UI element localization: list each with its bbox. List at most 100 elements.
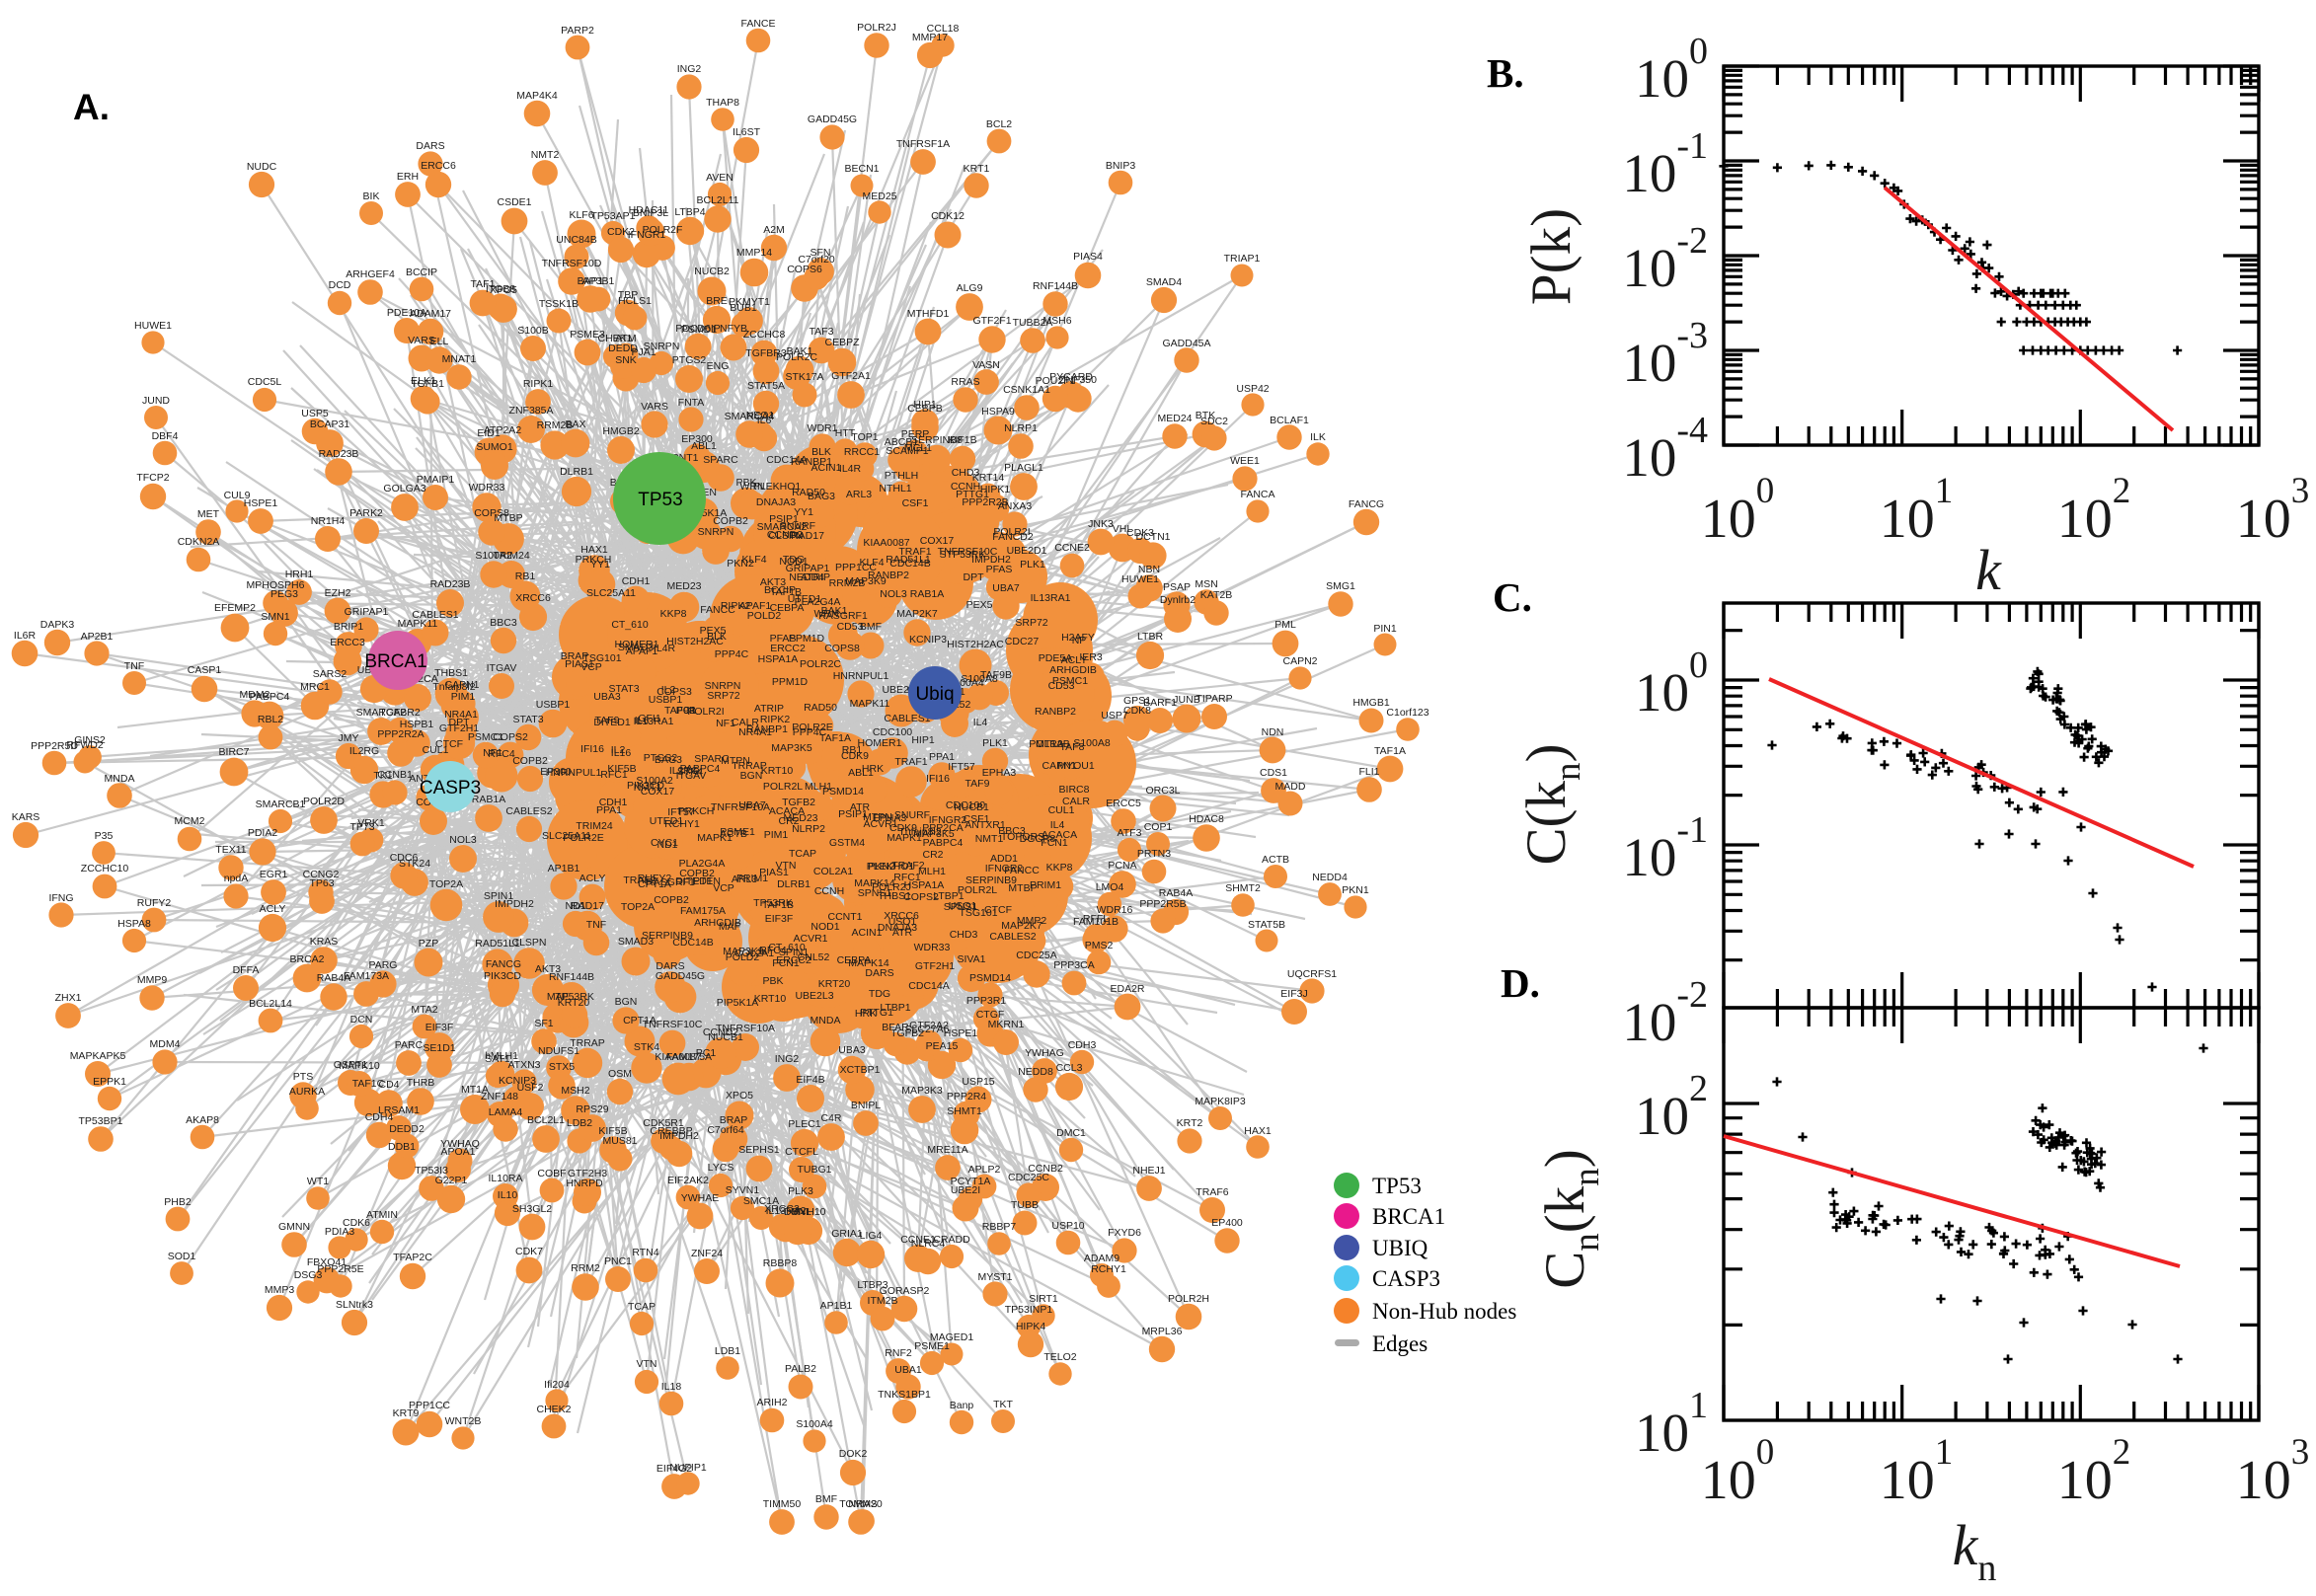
svg-text:LDB2: LDB2 — [567, 1117, 592, 1129]
svg-text:TCAP: TCAP — [789, 848, 816, 860]
svg-text:AP1B1: AP1B1 — [820, 1300, 853, 1312]
svg-text:THBS1: THBS1 — [878, 890, 911, 902]
svg-text:NOL3: NOL3 — [880, 588, 907, 600]
svg-text:IL10RA: IL10RA — [488, 1173, 522, 1184]
svg-text:TOP2A: TOP2A — [429, 878, 463, 890]
svg-text:AP2B1: AP2B1 — [81, 631, 114, 643]
svg-text:ATF3: ATF3 — [1118, 827, 1142, 839]
svg-text:CUL1: CUL1 — [423, 744, 449, 756]
svg-text:Edges: Edges — [1372, 1331, 1428, 1356]
svg-text:PTTG1: PTTG1 — [956, 489, 989, 500]
svg-text:CAPN2: CAPN2 — [1282, 655, 1317, 667]
svg-text:SRP72: SRP72 — [1015, 617, 1047, 629]
svg-text:RRCC1: RRCC1 — [844, 446, 880, 458]
svg-text:FANCE: FANCE — [740, 18, 775, 30]
svg-text:PKN1: PKN1 — [1342, 884, 1369, 896]
svg-text:MAPK1: MAPK1 — [697, 832, 733, 844]
svg-text:TRAF1: TRAF1 — [894, 756, 927, 768]
svg-text:MTA2: MTA2 — [411, 1004, 437, 1016]
svg-text:ACLY: ACLY — [1061, 654, 1088, 666]
svg-text:WDR1: WDR1 — [808, 422, 838, 434]
svg-text:TAF9: TAF9 — [965, 778, 990, 790]
svg-text:PTGS2: PTGS2 — [672, 354, 707, 366]
svg-text:ACLY: ACLY — [579, 873, 606, 884]
svg-text:PEA15: PEA15 — [926, 1040, 959, 1052]
svg-text:UBA7: UBA7 — [738, 799, 766, 811]
svg-text:KRT2: KRT2 — [1177, 1117, 1203, 1129]
svg-text:HNRNPUL1: HNRNPUL1 — [833, 670, 889, 682]
svg-text:USO1: USO1 — [949, 900, 977, 912]
svg-text:ZHX1: ZHX1 — [55, 992, 82, 1004]
svg-text:SMAD4: SMAD4 — [1146, 276, 1182, 288]
svg-text:TP53: TP53 — [638, 490, 682, 510]
svg-text:ND1: ND1 — [565, 900, 585, 912]
svg-text:RAB1A: RAB1A — [910, 588, 944, 600]
svg-text:MAPK8IP3: MAPK8IP3 — [1195, 1096, 1246, 1107]
svg-text:ATXN3: ATXN3 — [507, 1059, 540, 1071]
svg-text:SHMT2: SHMT2 — [1225, 882, 1261, 894]
svg-text:C4R: C4R — [820, 1112, 841, 1124]
svg-text:PARC: PARC — [395, 1039, 424, 1051]
svg-text:HSPA1A: HSPA1A — [758, 653, 799, 665]
svg-text:STAT5B: STAT5B — [1248, 919, 1285, 931]
svg-text:NUDC: NUDC — [247, 161, 277, 173]
svg-text:TSSK1B: TSSK1B — [539, 298, 579, 310]
svg-text:VASN: VASN — [972, 359, 1000, 371]
svg-text:POLR2L: POLR2L — [958, 884, 997, 896]
svg-text:MAP4K4: MAP4K4 — [516, 90, 558, 102]
svg-text:PIN1: PIN1 — [1373, 623, 1397, 635]
svg-text:MKRN1: MKRN1 — [988, 1019, 1025, 1030]
svg-text:DCD: DCD — [329, 279, 351, 291]
svg-text:KAT2B: KAT2B — [1200, 589, 1232, 601]
svg-text:UBIQ: UBIQ — [1372, 1236, 1428, 1260]
svg-text:PIAS4: PIAS4 — [1073, 251, 1103, 263]
svg-text:BCCIP: BCCIP — [406, 266, 437, 278]
svg-text:MRC1: MRC1 — [300, 681, 330, 693]
svg-text:EID1: EID1 — [477, 427, 501, 439]
svg-text:RNF144B: RNF144B — [1033, 280, 1078, 292]
svg-text:BRIP1: BRIP1 — [334, 621, 364, 633]
svg-text:TNFRSF10D: TNFRSF10D — [542, 258, 602, 269]
svg-text:CHD3: CHD3 — [950, 929, 978, 941]
svg-text:COP1: COP1 — [1144, 821, 1173, 833]
svg-text:YWHAG: YWHAG — [1025, 1047, 1064, 1059]
svg-text:DBNL: DBNL — [784, 1206, 811, 1218]
svg-text:SH3GL2: SH3GL2 — [512, 1203, 552, 1215]
svg-text:MRE11A: MRE11A — [927, 1144, 967, 1156]
svg-text:PSMC1: PSMC1 — [1052, 675, 1088, 687]
svg-text:HDAC11: HDAC11 — [629, 204, 669, 216]
svg-text:CTCF: CTCF — [984, 904, 1012, 916]
svg-text:XRCC6: XRCC6 — [884, 910, 919, 922]
svg-text:POLR2H: POLR2H — [1168, 1293, 1209, 1305]
svg-text:BAK1: BAK1 — [787, 345, 813, 357]
svg-text:CEBPA: CEBPA — [837, 954, 872, 966]
svg-text:DCTN1: DCTN1 — [1135, 531, 1170, 543]
svg-text:RRM2: RRM2 — [571, 1262, 600, 1274]
svg-text:PDIA2: PDIA2 — [248, 827, 278, 839]
svg-text:UBE2L3: UBE2L3 — [795, 990, 833, 1002]
svg-text:TAF9: TAF9 — [595, 715, 620, 726]
svg-text:FANCG: FANCG — [486, 958, 521, 970]
svg-text:PSIP1: PSIP1 — [838, 808, 868, 820]
svg-text:KIF5B: KIF5B — [607, 763, 636, 775]
svg-text:POLR2D: POLR2D — [303, 796, 345, 807]
svg-text:FANCA: FANCA — [1240, 489, 1274, 500]
svg-text:TNFRSF10C: TNFRSF10C — [938, 546, 998, 558]
svg-text:MDM4: MDM4 — [150, 1038, 181, 1050]
svg-text:VTN: VTN — [637, 1358, 657, 1370]
svg-text:MPHOSPH6: MPHOSPH6 — [247, 579, 305, 591]
svg-text:RTN4: RTN4 — [632, 1247, 658, 1258]
svg-text:BAP1: BAP1 — [578, 275, 604, 287]
svg-text:PZP: PZP — [419, 938, 438, 950]
svg-text:UBA7: UBA7 — [992, 582, 1020, 594]
svg-text:TOPORS: TOPORS — [1001, 831, 1044, 843]
svg-text:PKN2: PKN2 — [727, 558, 754, 570]
svg-text:PTHLH: PTHLH — [885, 470, 918, 482]
svg-text:TEX11: TEX11 — [215, 844, 246, 856]
svg-text:GRIPAP1: GRIPAP1 — [786, 563, 830, 574]
svg-text:GRIPAP1: GRIPAP1 — [345, 606, 389, 618]
svg-text:SARS2: SARS2 — [313, 668, 347, 680]
svg-text:PARP2: PARP2 — [561, 25, 594, 37]
svg-text:SAT1: SAT1 — [485, 1053, 510, 1065]
svg-text:TFAP2C: TFAP2C — [393, 1252, 432, 1263]
